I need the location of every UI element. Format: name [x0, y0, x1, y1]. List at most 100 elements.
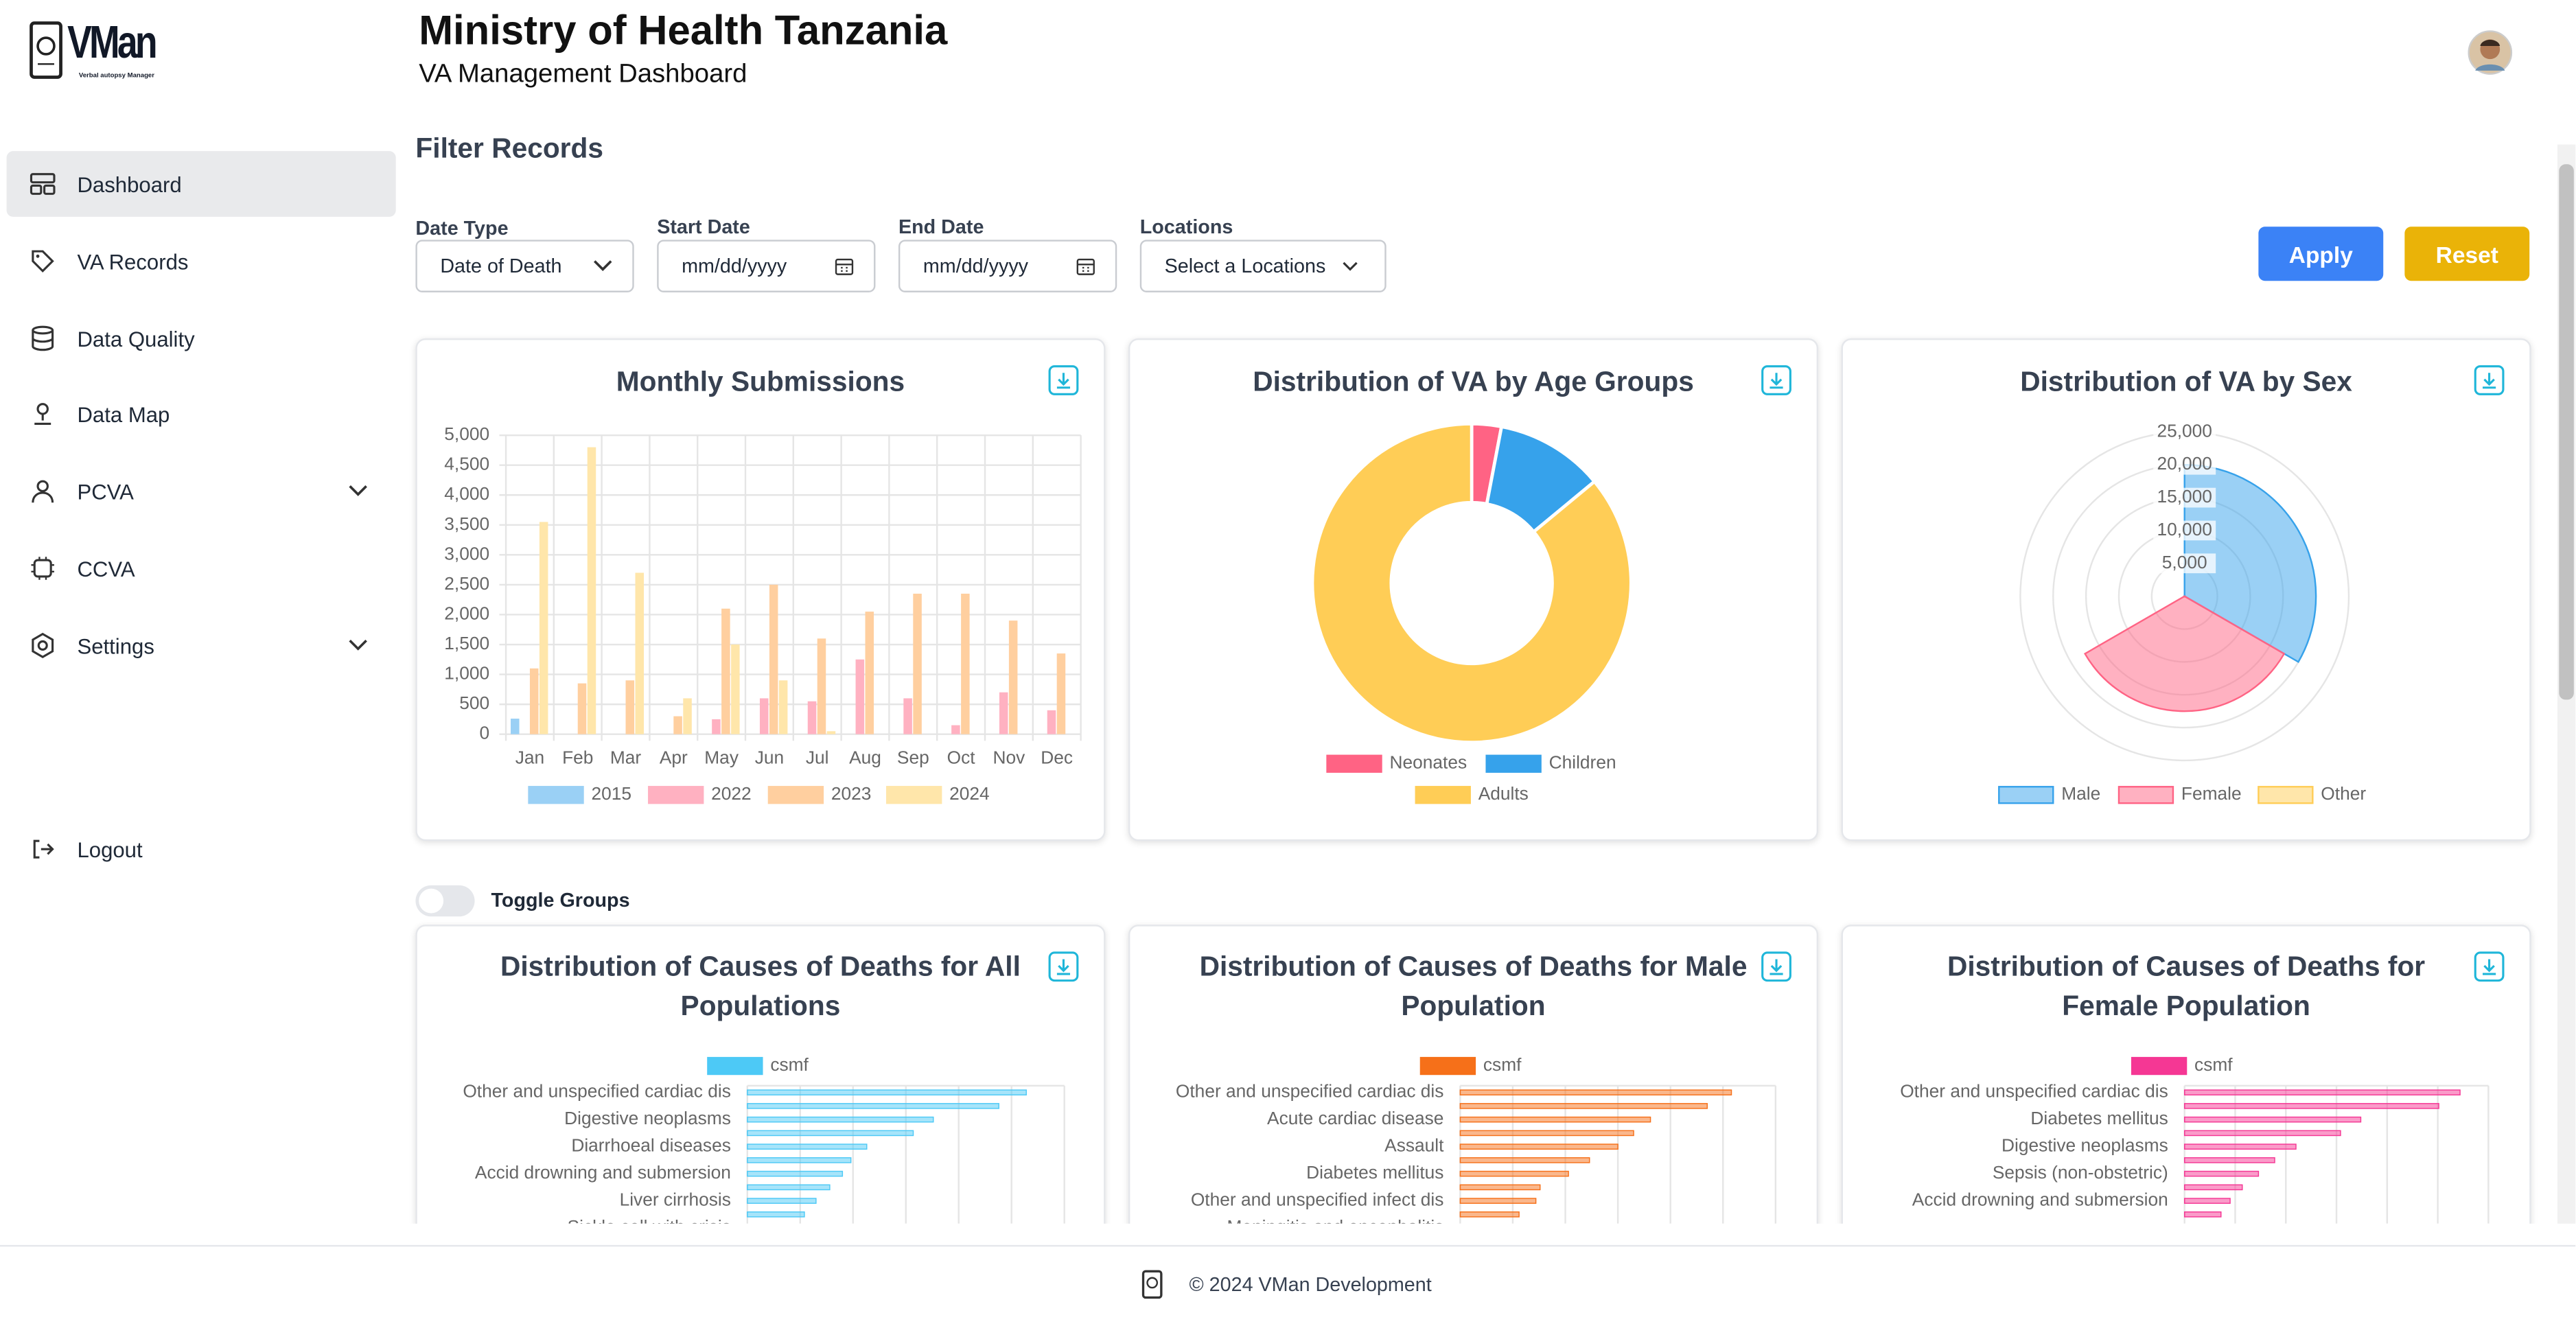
- tick-backdrop: [2153, 520, 2216, 541]
- bar: [769, 584, 778, 734]
- chart-card: Distribution of VA by Age Groups: [1128, 338, 1819, 841]
- bar: [747, 1157, 852, 1163]
- scroll-thumb[interactable]: [2559, 164, 2574, 700]
- menu-item[interactable]: Data Quality: [7, 305, 396, 371]
- legend-swatch: [528, 786, 584, 804]
- bar: [1459, 1198, 1537, 1204]
- y-tick-label: 3,000: [444, 543, 489, 564]
- bar: [2183, 1184, 2243, 1191]
- menu-item[interactable]: CCVA: [7, 535, 396, 601]
- date-input[interactable]: mm/dd/yyyy: [657, 240, 876, 292]
- download-button[interactable]: [2474, 365, 2505, 395]
- y-tick-label: Accid drowning and submersion: [1912, 1189, 2168, 1210]
- y-tick-label: 4,500: [444, 454, 489, 474]
- y-tick-label: Other and unspecified cardiac dis: [463, 1081, 731, 1102]
- menu-label: Logout: [77, 837, 143, 862]
- charts: 0 500 1,000 1,500 2,000 2,500 3,000 3,500 4,000 4…: [444, 365, 2505, 1224]
- x-tick-label: Nov: [993, 747, 1026, 768]
- bar: [1459, 1130, 1634, 1137]
- icon: [32, 480, 54, 503]
- field-label: Locations: [1139, 215, 1233, 238]
- bar: [747, 1170, 844, 1177]
- menu-item[interactable]: VA Records: [7, 229, 396, 294]
- bar: [2183, 1103, 2439, 1109]
- download-button[interactable]: [2474, 951, 2505, 982]
- apply-button[interactable]: Apply: [2258, 227, 2384, 281]
- y-tick-label: 1,500: [444, 633, 489, 653]
- reset-button[interactable]: Reset: [2404, 227, 2530, 281]
- bar: [721, 608, 730, 734]
- download-button[interactable]: [1048, 365, 1079, 395]
- icon: [32, 325, 54, 351]
- select[interactable]: Select a Locations: [1139, 240, 1386, 292]
- y-tick-label: Digestive neoplasms: [564, 1108, 731, 1128]
- download-button[interactable]: [1048, 951, 1079, 982]
- x-tick-label: Feb: [562, 747, 593, 768]
- legend-swatch: [767, 786, 824, 804]
- legend-swatch: [648, 786, 704, 804]
- menu-item[interactable]: Dashboard: [6, 151, 396, 217]
- bar: [2183, 1170, 2260, 1177]
- bar: [731, 644, 740, 734]
- bar: [747, 1130, 914, 1137]
- legend-swatch: [1998, 786, 2054, 804]
- icon: [30, 173, 56, 195]
- scroll-area: VMan Verbal autopsy Manager Dashboard VA…: [6, 8, 2531, 1224]
- scrollbar[interactable]: [2557, 144, 2576, 1224]
- logo: VMan Verbal autopsy Manager: [30, 16, 158, 89]
- bar: [865, 612, 874, 734]
- bar: [2183, 1143, 2297, 1150]
- date-input[interactable]: mm/dd/yyyy: [898, 240, 1117, 292]
- bar: [999, 692, 1008, 734]
- y-tick-label: Assault: [1384, 1135, 1444, 1156]
- icon: [34, 403, 51, 425]
- y-tick-label: Diarrhoeal diseases: [571, 1135, 731, 1156]
- tick-backdrop: [2153, 487, 2216, 508]
- select[interactable]: Date of Death: [415, 240, 634, 292]
- toggle[interactable]: [415, 885, 475, 917]
- bar: [747, 1089, 1027, 1095]
- menu-label: CCVA: [77, 556, 135, 581]
- y-tick-label: 3,500: [444, 513, 489, 534]
- bar: [1459, 1170, 1569, 1177]
- legend-swatch: [2258, 786, 2314, 804]
- bar: [747, 1116, 934, 1123]
- menu-label: PCVA: [77, 478, 134, 504]
- y-tick-label: 2,500: [444, 573, 489, 594]
- bar: [2183, 1211, 2222, 1218]
- y-tick-label: 0: [479, 723, 489, 743]
- field-label: End Date: [898, 215, 984, 238]
- tick-backdrop: [2153, 422, 2216, 442]
- bar: [1008, 620, 1018, 734]
- legend-label: Female: [2181, 783, 2242, 804]
- x-tick-label: Apr: [660, 747, 688, 768]
- legend-label: Other: [2321, 783, 2366, 804]
- menu-item[interactable]: PCVA: [7, 458, 396, 524]
- menu-item[interactable]: Data Map: [7, 381, 396, 447]
- menu-label: Data Quality: [77, 326, 195, 351]
- download-icon: [2483, 373, 2496, 389]
- bar: [817, 638, 826, 734]
- bar: [759, 698, 769, 734]
- bar: [577, 683, 587, 734]
- footer-text: © 2024 VMan Development: [1189, 1273, 1432, 1297]
- y-tick-label: Other and unspecified infect dis: [1191, 1189, 1444, 1210]
- menu-item[interactable]: Settings: [7, 613, 396, 679]
- chevron: [349, 485, 367, 496]
- r-tick-label: 25,000: [2157, 420, 2212, 441]
- bar: [2183, 1116, 2362, 1123]
- bar: [511, 719, 520, 734]
- select-value: Select a Locations: [1164, 254, 1326, 278]
- r-tick-label: 20,000: [2157, 453, 2212, 474]
- download-button[interactable]: [1761, 365, 1791, 395]
- menu-item[interactable]: Logout: [7, 816, 396, 882]
- y-tick-label: 1,000: [444, 663, 489, 684]
- avatar[interactable]: [2467, 30, 2513, 76]
- x-tick-label: Jul: [806, 747, 829, 768]
- menu-label: Data Map: [77, 402, 170, 426]
- legend-swatch: [2117, 786, 2174, 804]
- x-tick-label: Aug: [849, 747, 881, 768]
- x-tick-label: Mar: [610, 747, 642, 768]
- bar: [673, 716, 682, 734]
- download-button[interactable]: [1761, 951, 1791, 982]
